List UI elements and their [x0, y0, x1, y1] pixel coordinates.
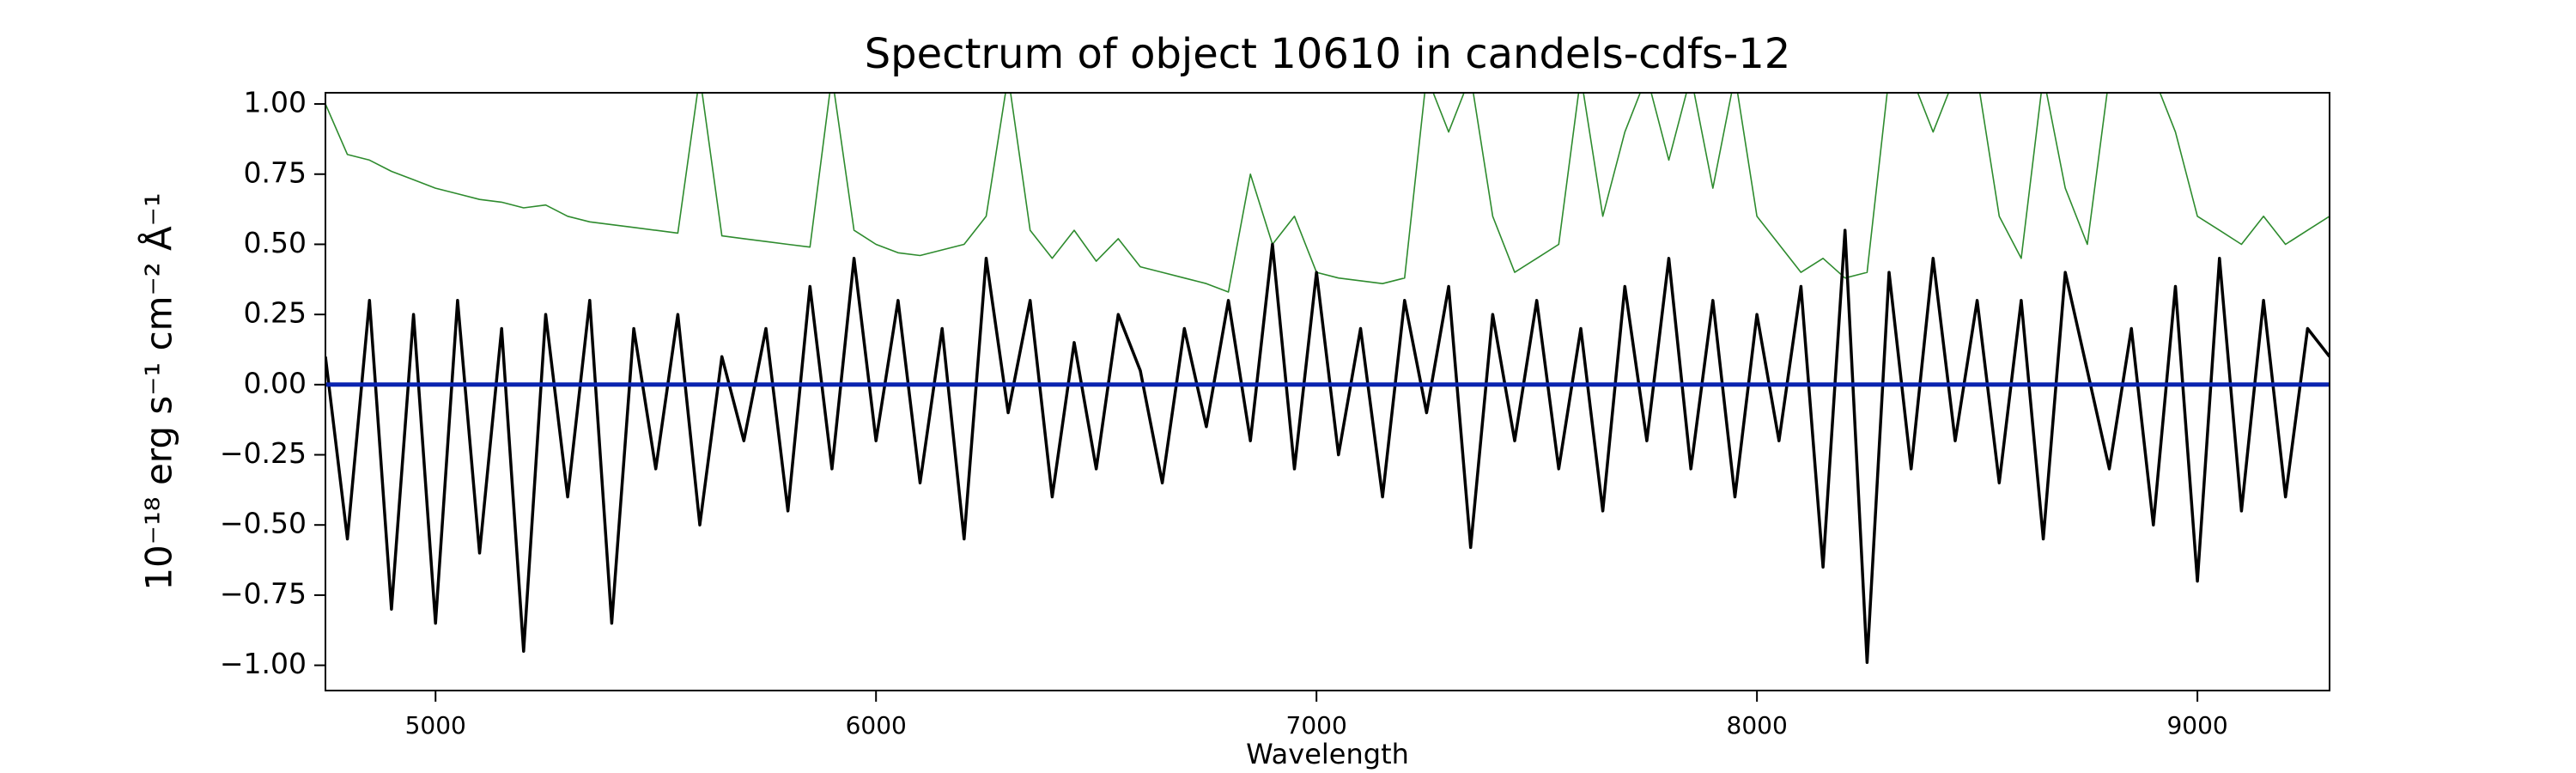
y-tick-label: 1.00	[244, 86, 307, 119]
x-tick-label: 8000	[1727, 711, 1788, 740]
axes-frame	[325, 92, 2330, 691]
x-tick-label: 5000	[405, 711, 466, 740]
x-axis-label: Wavelength	[1246, 738, 1409, 770]
x-tick-label: 6000	[846, 711, 907, 740]
series-line	[325, 228, 2330, 665]
series-line	[325, 93, 2330, 293]
y-tick-label: 0.75	[244, 155, 307, 189]
y-tick-label: −0.25	[220, 436, 307, 470]
x-tick-label: 9000	[2166, 711, 2227, 740]
y-axis-label: 10⁻¹⁸ erg s⁻¹ cm⁻² Å⁻¹	[137, 192, 180, 590]
y-tick-label: −0.75	[220, 576, 307, 610]
plot-area	[325, 93, 2330, 665]
y-tick-label: 0.50	[244, 226, 307, 259]
y-tick-label: 0.25	[244, 296, 307, 330]
y-tick-label: −1.00	[220, 647, 307, 680]
y-tick-label: −0.50	[220, 507, 307, 540]
y-tick-label: 0.00	[244, 366, 307, 399]
x-tick-label: 7000	[1286, 711, 1347, 740]
chart-title: Spectrum of object 10610 in candels-cdfs…	[865, 30, 1791, 78]
